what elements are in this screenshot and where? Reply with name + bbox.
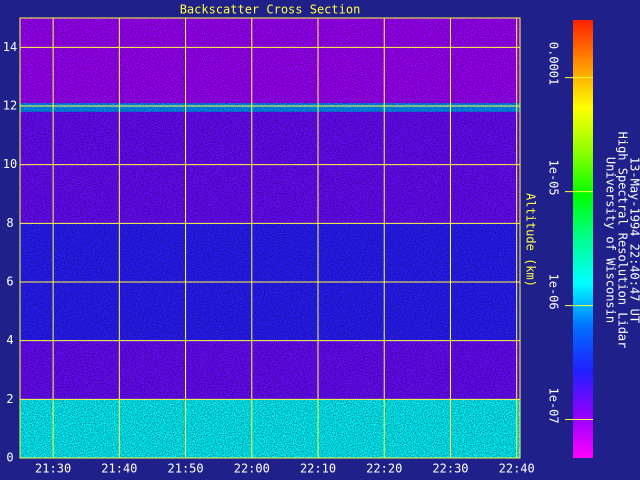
x-tick-label: 22:20 [366,462,402,476]
noise-texture [20,18,520,458]
y-tick-label: 4 [6,333,13,347]
note: University of Wisconsin [604,157,618,323]
y-tick-label: 8 [6,216,13,230]
y-tick-label: 0 [6,451,13,465]
x-tick-label: 22:30 [432,462,468,476]
note: 13-May-1994 22:40:47 UT [628,157,640,323]
y-tick-label: 10 [3,157,17,171]
chart-title: Backscatter Cross Section [180,3,361,17]
colorbar-tick-label: 1e-05 [547,160,561,196]
y-tick-label: 12 [3,99,17,113]
plot-frame [19,17,521,459]
plot-area [20,18,520,458]
x-tick-label: 21:50 [168,462,204,476]
x-tick-label: 21:30 [35,462,71,476]
x-tick-label: 22:00 [234,462,270,476]
y-tick-label: 2 [6,392,13,406]
x-tick-label: 22:40 [499,462,535,476]
y-tick-label: 6 [6,275,13,289]
y-axis-label: Altitude (km) [524,193,538,287]
note: High Spectral Resolution Lidar [616,132,630,349]
colorbar-tick-label: 1e-06 [547,274,561,310]
colorbar-tick-label: 0.0001 [547,42,561,85]
y-tick-label: 14 [3,40,17,54]
x-tick-label: 21:40 [101,462,137,476]
colorbar [573,20,593,458]
colorbar-tick-label: 1e-07 [547,387,561,423]
x-tick-label: 22:10 [300,462,336,476]
